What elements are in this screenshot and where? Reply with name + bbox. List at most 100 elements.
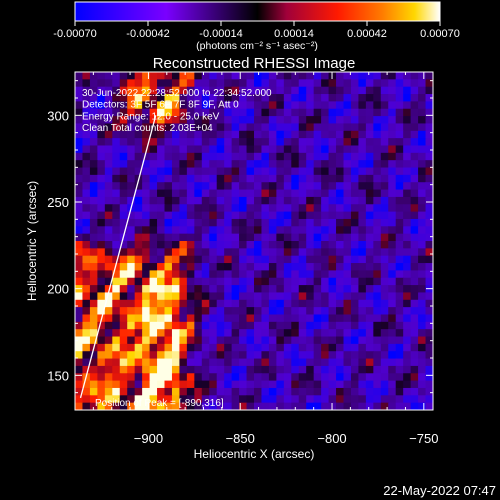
heatmap-cell [82, 189, 91, 198]
heatmap-cell [350, 101, 360, 110]
heatmap-cell [89, 248, 98, 257]
heatmap-cell [82, 329, 91, 338]
heatmap-cell [380, 270, 389, 279]
heatmap-cell [104, 130, 113, 139]
heatmap-cell [418, 189, 427, 198]
heatmap-cell [298, 108, 307, 117]
heatmap-cell [261, 248, 270, 257]
heatmap-cell [231, 233, 240, 242]
heatmap-cell [254, 402, 263, 410]
heatmap-cell [104, 299, 113, 308]
heatmap-cell [268, 387, 277, 396]
heatmap-cell [261, 182, 270, 191]
heatmap-cell [291, 160, 300, 169]
heatmap-cell [336, 211, 345, 220]
heatmap-cell [410, 255, 419, 264]
heatmap-cell [380, 189, 389, 198]
heatmap-cell [149, 395, 158, 404]
heatmap-cell [380, 255, 389, 264]
heatmap-cell [336, 307, 345, 316]
heatmap-cell [209, 248, 218, 257]
heatmap-cell [403, 167, 412, 176]
heatmap-cell [119, 373, 128, 382]
heatmap-cell [306, 123, 315, 132]
heatmap-cell [358, 321, 367, 330]
heatmap-cell [142, 167, 151, 176]
heatmap-cell [291, 395, 300, 404]
heatmap-cell [134, 329, 143, 338]
heatmap-cell [373, 94, 382, 102]
heatmap-cell [157, 402, 166, 410]
heatmap-cell [119, 204, 128, 213]
heatmap-cell [186, 336, 195, 345]
heatmap-cell [186, 86, 195, 95]
heatmap-cell [276, 373, 285, 382]
heatmap-cell [388, 182, 397, 191]
heatmap-cell [127, 314, 136, 323]
heatmap-cell [231, 226, 240, 235]
heatmap-cell [373, 321, 382, 330]
heatmap-cell [306, 189, 315, 198]
heatmap-cell [313, 248, 322, 257]
heatmap-cell [388, 108, 397, 117]
heatmap-cell [395, 204, 404, 213]
heatmap-cell [224, 387, 233, 396]
heatmap-cell [395, 343, 404, 352]
heatmap-cell [380, 218, 389, 227]
heatmap-cell [328, 189, 337, 198]
heatmap-cell [171, 182, 181, 191]
heatmap-cell [403, 152, 412, 161]
heatmap-cell [298, 380, 307, 389]
heatmap-cell [410, 387, 419, 396]
heatmap-cell [388, 79, 397, 88]
heatmap-cell [336, 373, 345, 382]
heatmap-cell [127, 233, 136, 242]
heatmap-cell [425, 226, 433, 235]
heatmap-cell [358, 314, 367, 323]
heatmap-cell [298, 160, 307, 169]
heatmap-cell [328, 336, 337, 345]
heatmap-cell [358, 233, 367, 242]
heatmap-cell [418, 314, 427, 323]
heatmap-cell [321, 277, 330, 286]
heatmap-cell [112, 336, 121, 345]
heatmap-cell [231, 116, 240, 125]
heatmap-cell [201, 241, 210, 249]
heatmap-cell [283, 182, 292, 191]
heatmap-cell [313, 365, 322, 374]
heatmap-cell [119, 263, 128, 271]
heatmap-cell [201, 402, 210, 410]
heatmap-cell [298, 138, 307, 147]
heatmap-cell [283, 285, 292, 294]
heatmap-cell [157, 299, 166, 308]
heatmap-cell [343, 189, 352, 198]
heatmap-cell [134, 299, 143, 308]
heatmap-cell [373, 226, 382, 235]
heatmap-cell [246, 314, 255, 323]
heatmap-cell [298, 270, 307, 279]
heatmap-cell [313, 285, 322, 294]
heatmap-cell [425, 358, 433, 367]
heatmap-cell [239, 233, 248, 242]
heatmap-cell [425, 307, 433, 316]
heatmap-cell [209, 196, 218, 205]
heatmap-cell [194, 241, 203, 249]
heatmap-cell [336, 241, 345, 249]
heatmap-cell [365, 174, 374, 183]
heatmap-cell [209, 255, 218, 264]
heatmap-cell [365, 108, 374, 117]
heatmap-cell [82, 204, 91, 213]
heatmap-cell [186, 182, 195, 191]
heatmap-cell [395, 189, 404, 198]
heatmap-cell [388, 123, 397, 132]
heatmap-cell [75, 314, 84, 323]
heatmap-cell [216, 196, 225, 205]
heatmap-cell [268, 79, 277, 88]
heatmap-cell [186, 226, 195, 235]
heatmap-cell [104, 174, 113, 183]
heatmap-cell [425, 152, 433, 161]
heatmap-cell [179, 167, 188, 176]
heatmap-cell [403, 226, 412, 235]
heatmap-cell [313, 255, 322, 264]
heatmap-cell [261, 292, 270, 301]
